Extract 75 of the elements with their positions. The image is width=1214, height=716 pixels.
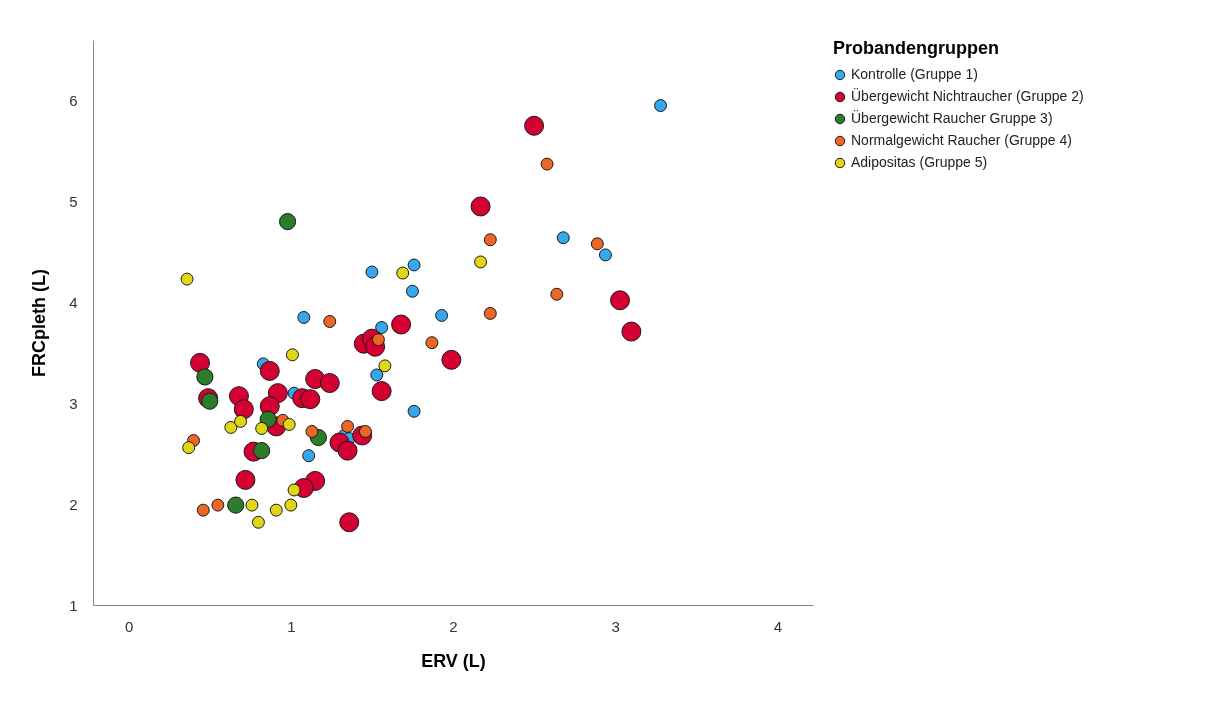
point — [391, 314, 412, 335]
point — [550, 287, 564, 301]
point — [524, 115, 545, 136]
y-tick-label: 3 — [69, 394, 78, 412]
x-tick-label: 4 — [773, 617, 782, 635]
point — [483, 233, 497, 247]
x-axis-title: ERV (L) — [421, 650, 486, 671]
point — [302, 449, 316, 463]
point — [255, 421, 269, 435]
point — [407, 258, 421, 272]
point — [470, 196, 491, 217]
point — [474, 255, 488, 269]
point — [234, 414, 248, 428]
point — [370, 368, 384, 382]
point — [287, 483, 301, 497]
point — [435, 308, 449, 322]
point — [375, 321, 389, 335]
x-tick-label: 0 — [125, 617, 134, 635]
y-tick-label: 5 — [69, 192, 78, 210]
legend-label: Kontrolle (Gruppe 1) — [851, 66, 978, 82]
point — [182, 441, 196, 455]
point — [233, 399, 254, 420]
point — [339, 512, 360, 533]
point — [180, 272, 194, 286]
y-tick-label: 6 — [69, 92, 78, 110]
point — [297, 310, 311, 324]
point — [269, 503, 283, 517]
x-tick-label: 1 — [287, 617, 296, 635]
x-tick-label: 3 — [611, 617, 620, 635]
point — [590, 237, 604, 251]
point — [610, 290, 631, 311]
point — [253, 442, 271, 460]
point — [279, 213, 297, 231]
point — [196, 503, 210, 517]
point — [540, 157, 554, 171]
point — [259, 360, 280, 381]
point — [407, 404, 421, 418]
point — [654, 99, 668, 113]
point — [365, 265, 379, 279]
point — [425, 336, 439, 350]
point — [196, 368, 214, 386]
point — [227, 496, 245, 514]
point — [341, 419, 355, 433]
point — [323, 315, 337, 328]
point — [319, 373, 340, 394]
point — [282, 417, 296, 431]
legend-label: Adipositas (Gruppe 5) — [851, 154, 988, 170]
point — [224, 420, 238, 434]
legend-label: Übergewicht Nichtraucher (Gruppe 2) — [851, 87, 1084, 104]
x-tick-label: 2 — [449, 617, 458, 635]
point — [337, 440, 358, 461]
legend-title: Probandengruppen — [833, 38, 999, 58]
point — [285, 348, 299, 362]
point — [235, 469, 256, 490]
y-axis-title: FRCpleth (L) — [29, 269, 50, 377]
point — [245, 498, 259, 512]
point — [483, 306, 497, 320]
point — [598, 248, 612, 262]
point — [300, 389, 321, 410]
legend-label: Übergewicht Raucher Gruppe 3) — [851, 109, 1053, 126]
point — [396, 266, 410, 280]
y-tick-label: 4 — [69, 293, 78, 311]
point — [211, 498, 225, 512]
point — [284, 498, 298, 512]
point — [190, 352, 211, 373]
y-tick-label: 1 — [69, 596, 78, 614]
point — [441, 349, 462, 370]
point — [405, 284, 419, 298]
point — [556, 231, 570, 245]
point — [251, 515, 265, 529]
point — [378, 359, 392, 373]
y-tick-label: 2 — [69, 495, 78, 513]
point — [371, 381, 392, 402]
legend-label: Normalgewicht Raucher (Gruppe 4) — [851, 132, 1072, 148]
point — [621, 321, 642, 342]
